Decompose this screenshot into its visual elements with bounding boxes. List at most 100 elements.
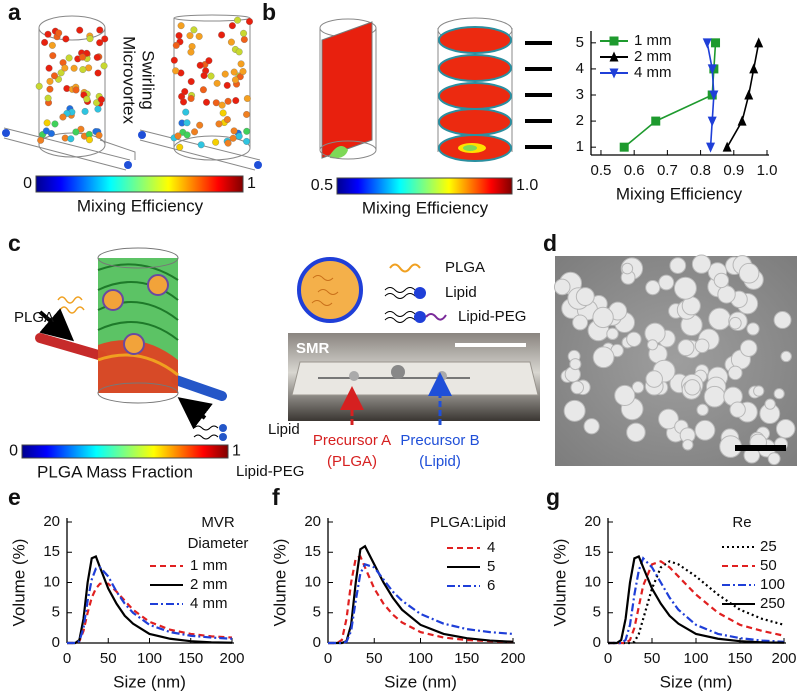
x-tick-label: 150 <box>454 650 479 667</box>
nanoparticle <box>583 418 600 435</box>
legend-label: 2 mm <box>634 48 672 65</box>
particle <box>190 26 198 34</box>
nanoparticle <box>614 384 636 406</box>
particle <box>186 32 194 40</box>
particle <box>212 138 220 146</box>
particle <box>49 52 57 60</box>
nanoparticle <box>713 272 730 289</box>
particle <box>101 35 109 43</box>
particle <box>65 54 73 62</box>
nanoparticle <box>570 380 585 395</box>
x-tick-label: 0 <box>604 650 612 667</box>
particle <box>212 99 220 107</box>
legend-title: Diameter <box>188 535 249 552</box>
particle <box>45 64 53 72</box>
particle <box>187 78 195 86</box>
x-tick-label: 0.5 <box>591 162 612 179</box>
nanoparticle <box>773 388 785 400</box>
inlet-dot <box>138 131 146 139</box>
particle <box>218 101 226 109</box>
particle <box>239 68 247 75</box>
nanoparticle <box>563 399 586 422</box>
series-line <box>67 566 233 645</box>
inlet-label: Lipid <box>268 421 300 438</box>
nanoparticle <box>645 280 661 296</box>
particle <box>243 137 251 145</box>
colorbar-title: PLGA Mass Fraction <box>37 462 193 481</box>
marker <box>609 36 619 46</box>
particle <box>187 95 195 102</box>
colorbar-tick-label: 1.0 <box>516 177 538 194</box>
y-tick-label: 5 <box>52 604 60 621</box>
panel-label: e <box>8 484 21 510</box>
nanoparticle <box>691 254 712 274</box>
particle <box>243 127 251 135</box>
particle <box>237 60 245 68</box>
colorbar-title: Mixing Efficiency <box>362 198 489 217</box>
nanoparticle <box>767 452 781 466</box>
particle <box>95 131 103 139</box>
particle <box>51 120 59 128</box>
legend-title: PLGA:Lipid <box>430 514 506 531</box>
nanoparticle <box>717 285 736 304</box>
particle <box>215 120 223 128</box>
nanoparticle <box>775 419 796 439</box>
nanoparticle <box>626 422 646 443</box>
y-tick-label: 20 <box>43 513 60 530</box>
y-tick-label: 0 <box>52 634 60 651</box>
cross-sections <box>319 17 552 162</box>
nanoparticle <box>621 262 634 275</box>
nanoparticle <box>658 274 675 291</box>
particle <box>203 98 210 106</box>
mixer-illustration <box>21 247 229 459</box>
panel-label: a <box>8 0 21 25</box>
particle <box>183 131 191 139</box>
panel-label: f <box>272 484 280 510</box>
panel-label: b <box>262 0 276 25</box>
particle <box>207 72 215 80</box>
legend-label: 6 <box>487 577 495 594</box>
nanoparticle <box>592 306 614 329</box>
inlet-dot <box>124 161 132 169</box>
legend-label: Lipid-PEG <box>458 308 526 325</box>
marker <box>737 115 747 126</box>
nanoparticle <box>569 358 582 371</box>
particle <box>37 136 45 144</box>
nanoparticle <box>739 339 758 357</box>
particle <box>196 61 204 69</box>
x-axis-label: Size (nm) <box>384 672 457 691</box>
legend-label: 25 <box>760 538 777 555</box>
particle <box>175 32 183 40</box>
particle <box>76 26 84 34</box>
legend-label: 50 <box>760 557 777 574</box>
particle <box>213 79 221 87</box>
nanoparticle <box>738 262 760 284</box>
legend-label: Lipid <box>445 284 477 301</box>
x-tick-label: 0.7 <box>657 162 678 179</box>
particle <box>44 94 52 102</box>
tracer-particles <box>2 16 262 169</box>
colorbar-tick-label: 0 <box>9 443 18 460</box>
legend-label: 5 <box>487 558 495 575</box>
x-tick-label: 0 <box>324 650 332 667</box>
nanoparticle <box>682 439 694 451</box>
side-label: Microvortex <box>120 36 139 124</box>
series-line <box>608 555 785 645</box>
y-tick-label: 15 <box>584 543 601 560</box>
particle <box>230 68 238 76</box>
particle <box>51 72 58 80</box>
y-tick-label: 5 <box>313 604 321 621</box>
particle <box>43 119 51 127</box>
nanoparticle <box>673 276 697 300</box>
nanoparticle <box>727 365 743 381</box>
y-tick-label: 20 <box>584 513 601 530</box>
colorbar-tick-label: 0.5 <box>311 177 333 194</box>
legend-label: 1 mm <box>634 32 672 49</box>
particle <box>195 32 203 40</box>
particle <box>94 105 102 113</box>
panel-label: g <box>546 484 560 510</box>
particle <box>188 43 196 50</box>
inlet-dot <box>2 129 10 137</box>
device-photo <box>288 333 540 425</box>
nanoparticle <box>553 278 571 296</box>
